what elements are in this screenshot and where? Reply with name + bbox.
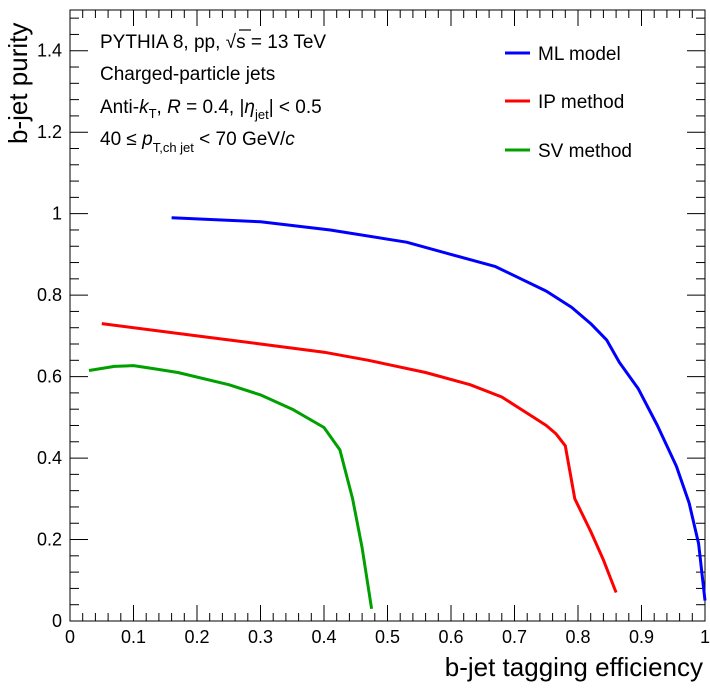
x-tick-label: 0.7 [502,627,527,647]
x-tick-label: 1 [700,627,710,647]
legend: ML model IP method SV method [505,44,632,162]
series-line-ml-model [171,216,707,601]
legend-label-ml: ML model [538,44,621,65]
y-tick-label: 0.4 [37,448,62,468]
x-axis-label: b-jet tagging efficiency [445,652,703,682]
y-tick-label: 1.4 [37,41,62,61]
axes: 0 0.1 0.2 0.3 0.4 0.5 0.6 0.7 0.8 0.9 1 0 0.2 0.4 0.6 0… [37,10,710,647]
y-tick-label: 1 [52,204,62,224]
x-tick-label: 0 [65,627,75,647]
series-line-sv-method [88,364,374,610]
x-tick-label: 0.8 [565,627,590,647]
annotation-line-4: 40 ≤ pT,ch jet < 70 GeV/c [100,129,295,155]
x-tick-label: 0.1 [121,627,146,647]
y-tick-label: 0.6 [37,367,62,387]
series-layer [88,216,707,610]
legend-label-ip: IP method [538,92,624,113]
y-tick-label: 0 [52,611,62,631]
series-line-ip-method [101,322,618,594]
x-tick-label: 0.5 [375,627,400,647]
legend-label-sv: SV method [538,141,632,162]
y-tick-label: 0.2 [37,530,62,550]
x-tick-label: 0.3 [248,627,273,647]
x-tick-label: 0.4 [311,627,336,647]
y-tick-label: 0.8 [37,285,62,305]
annotation-line-1: PYTHIA 8, pp, √s = 13 TeV [100,32,326,53]
x-tick-label: 0.2 [184,627,209,647]
annotation-line-3: Anti-kT, R = 0.4, |ηjet| < 0.5 [100,97,322,122]
y-tick-label: 1.2 [37,122,62,142]
y-axis-label: b-jet purity [3,23,33,144]
annotation-block: PYTHIA 8, pp, √s = 13 TeV Charged-partic… [100,29,326,155]
x-tick-label: 0.6 [438,627,463,647]
x-tick-label: 0.9 [629,627,654,647]
annotation-line-2: Charged-particle jets [100,64,275,85]
